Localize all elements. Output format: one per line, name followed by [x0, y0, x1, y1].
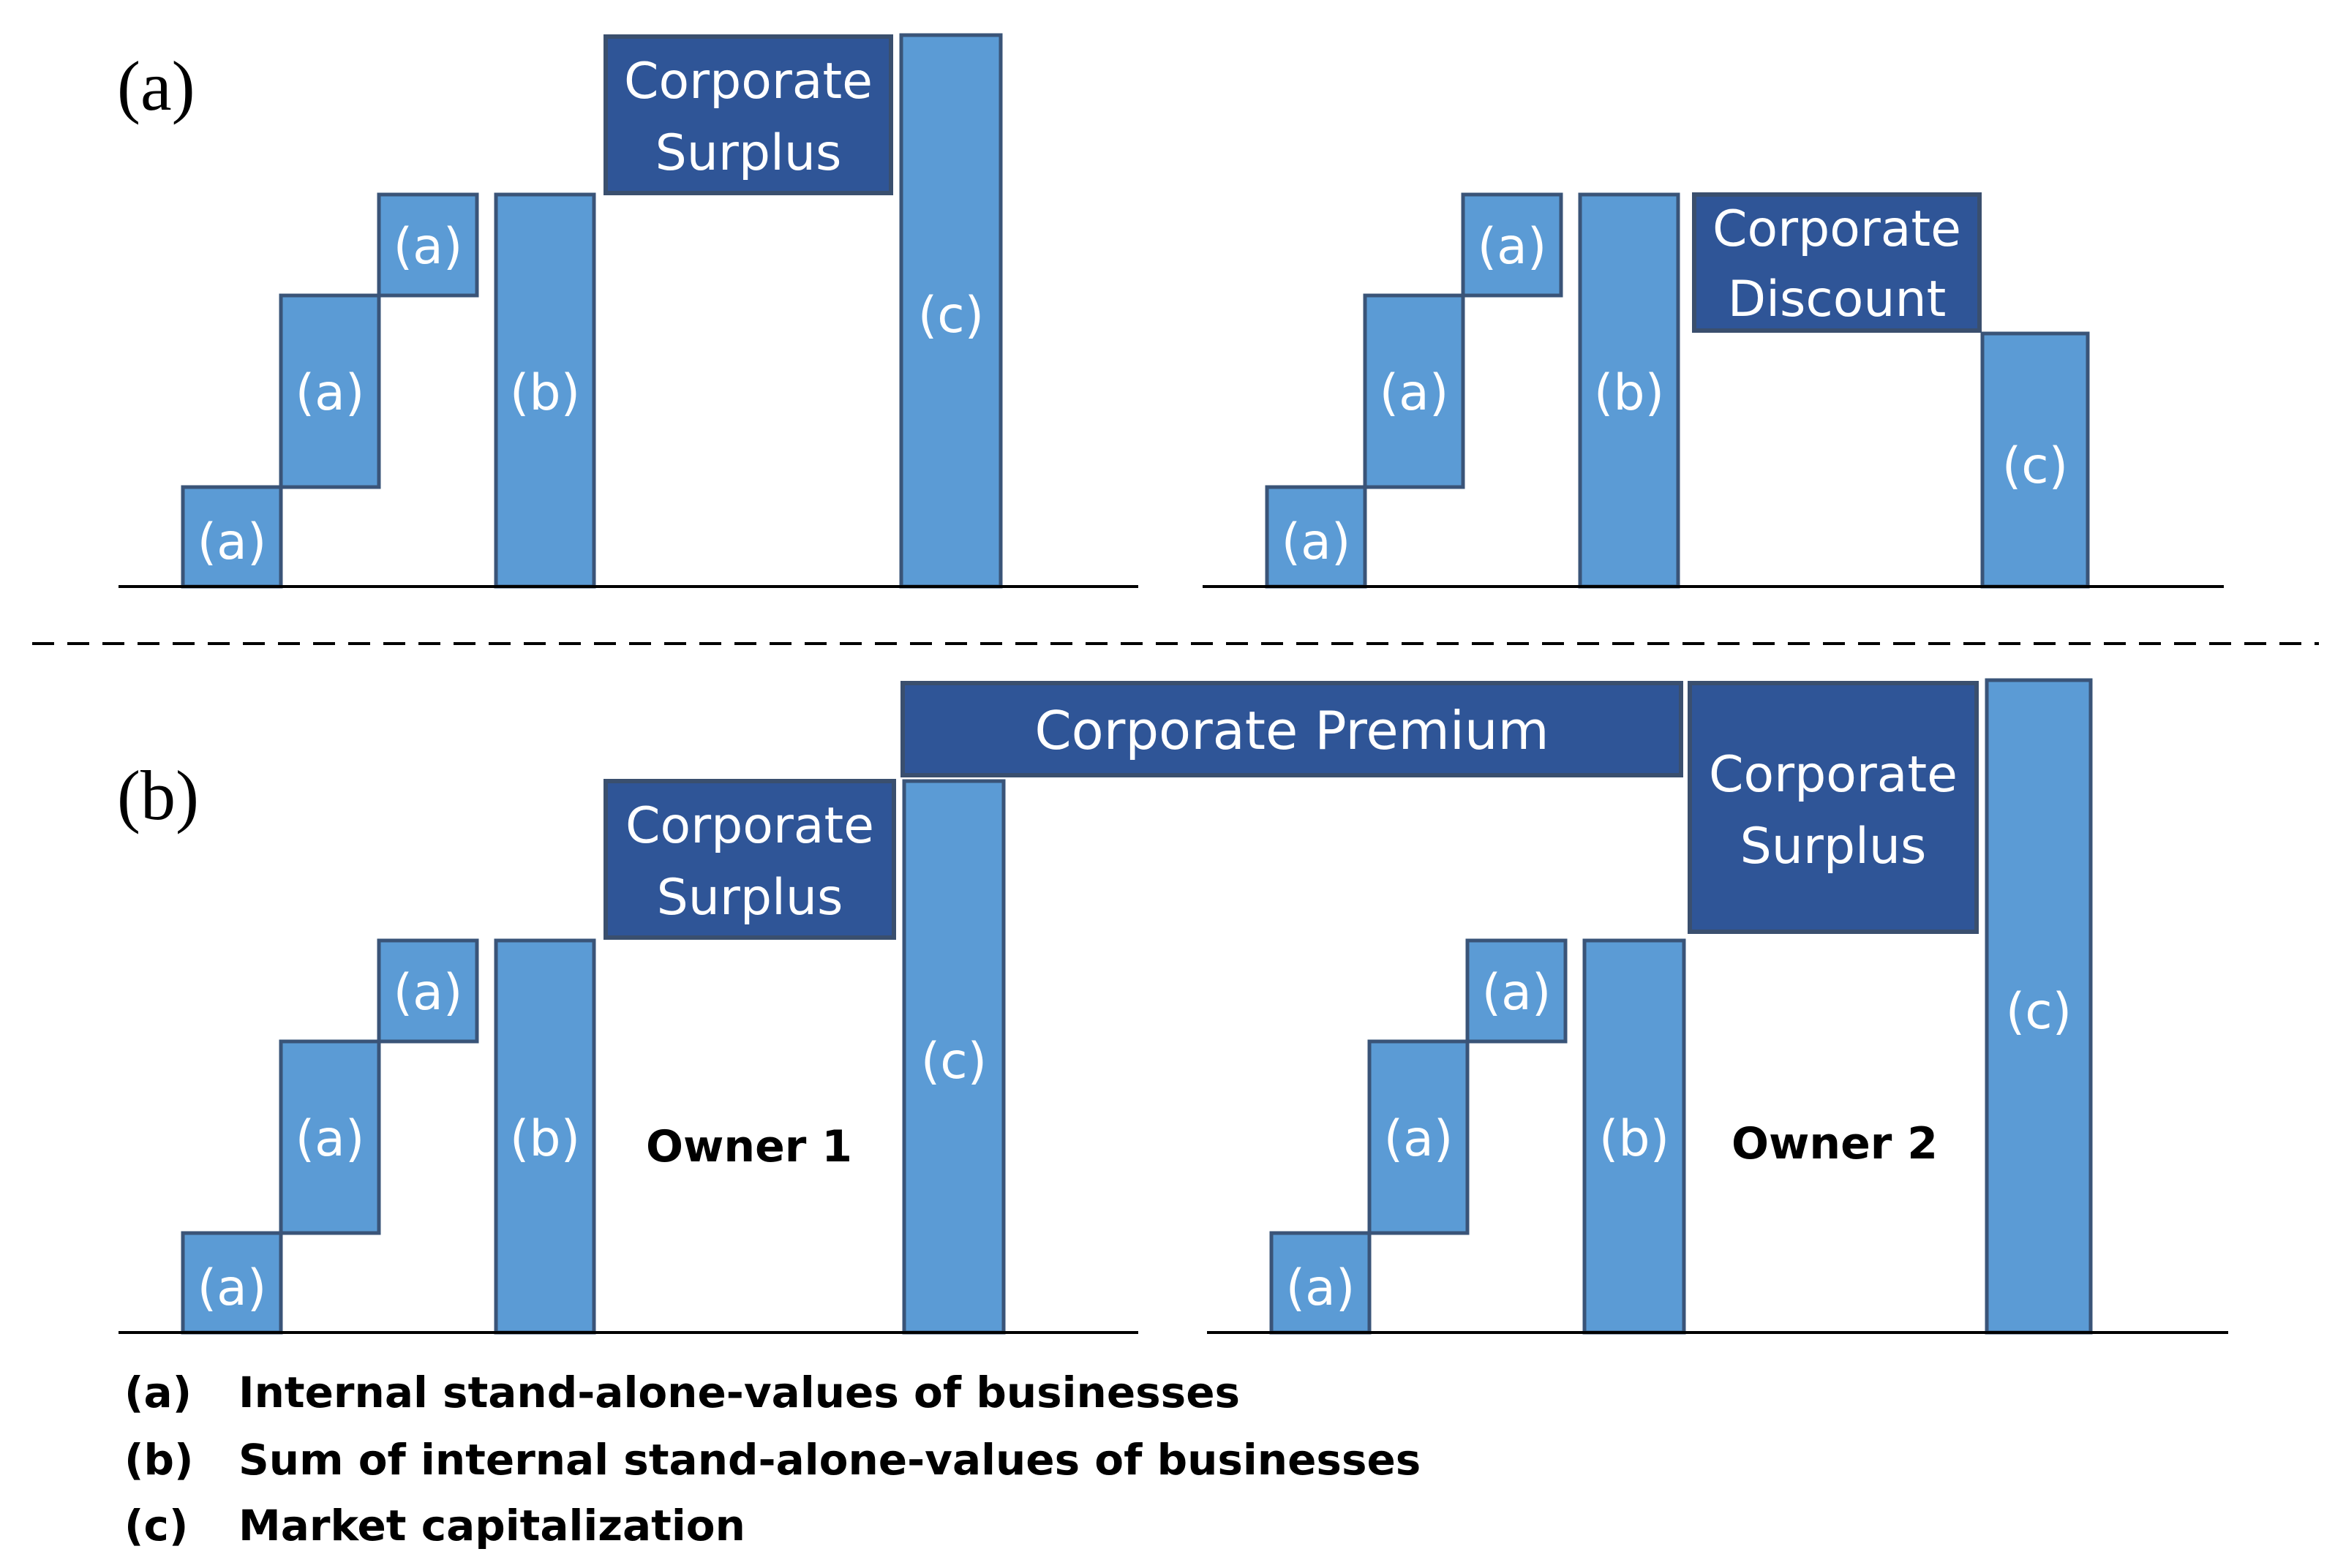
corporate-surplus-box [604, 779, 896, 940]
bar-b-label: (b) [1594, 364, 1664, 422]
box-line-1: Corporate [1712, 200, 1961, 258]
bar-a1-label: (a) [1282, 513, 1351, 571]
box-line-1: Corporate [624, 53, 873, 110]
bar-a3 [377, 938, 479, 1044]
bar-b-label: (b) [510, 1110, 580, 1168]
box-line-1: Corporate [625, 797, 874, 855]
bar-c [1985, 678, 2093, 1335]
panel-a-right-chart: (a) (a) (a) (b) Corporate Discount (c) [1203, 192, 2224, 589]
bar-a1 [181, 485, 283, 589]
legend-text-b: Sum of internal stand-alone-values of bu… [238, 1435, 1421, 1485]
bar-a2-label: (a) [296, 1110, 365, 1168]
owner-2-label: Owner 2 [1731, 1118, 1938, 1169]
legend-text-a: Internal stand-alone-values of businesse… [238, 1368, 1240, 1417]
corporate-discount-box [1692, 192, 1982, 333]
box-line-1: Corporate [1709, 746, 1958, 804]
bar-a3-label: (a) [1482, 964, 1552, 1022]
bar-a1 [1265, 485, 1367, 589]
bar-a2-label: (a) [1384, 1110, 1454, 1168]
bar-a1-label: (a) [198, 513, 267, 571]
bar-a2 [279, 1039, 381, 1235]
bar-c-label: (c) [921, 1033, 987, 1090]
bar-b-label: (b) [1599, 1110, 1669, 1168]
bar-b-label: (b) [510, 364, 580, 422]
bar-a3-label: (a) [394, 964, 463, 1022]
panel-a-left-chart: (a) (a) (a) (b) Corporate Surplus (c) [119, 33, 1138, 589]
bar-a2 [279, 293, 381, 489]
owner-1-chart: (a) (a) (a) (b) Corporate Surplus (c) Ow… [119, 779, 1138, 1335]
bar-b [1578, 192, 1680, 589]
box-line-2: Discount [1728, 271, 1947, 328]
bar-a3-label: (a) [394, 218, 463, 276]
legend-key-c: (c) [124, 1501, 188, 1550]
bar-a2 [1363, 293, 1465, 489]
bar-c [902, 779, 1006, 1335]
box-line-2: Surplus [657, 869, 843, 927]
bar-c-label: (c) [918, 287, 984, 344]
bar-a1-label: (a) [198, 1259, 267, 1317]
corporate-surplus-box [1688, 681, 1979, 934]
bar-a2-label: (a) [296, 364, 365, 422]
legend-key-b: (b) [124, 1435, 194, 1485]
bar-a3 [1461, 192, 1563, 298]
bar-b [494, 192, 596, 589]
corporate-premium-label: Corporate Premium [1034, 700, 1549, 761]
bar-c-label: (c) [2002, 437, 2068, 495]
panel-a-label: (a) [117, 47, 195, 125]
bar-c-label: (c) [2006, 983, 2072, 1041]
bar-a1 [1269, 1231, 1372, 1335]
bar-a3 [377, 192, 479, 298]
panel-b-label: (b) [117, 756, 199, 834]
legend-text-c: Market capitalization [238, 1501, 745, 1550]
bar-b [494, 938, 596, 1335]
owner-1-label: Owner 1 [646, 1121, 852, 1172]
box-line-2: Surplus [655, 124, 842, 182]
legend-key-a: (a) [124, 1368, 192, 1417]
legend: (a) Internal stand-alone-values of busin… [124, 1368, 1421, 1550]
bar-a2 [1367, 1039, 1470, 1235]
bar-a3 [1465, 938, 1568, 1044]
bar-a2-label: (a) [1380, 364, 1449, 422]
corporate-surplus-box [604, 34, 893, 195]
corporate-premium-box [900, 681, 1683, 777]
bar-a3-label: (a) [1478, 218, 1547, 276]
bar-c [899, 33, 1003, 589]
bar-a1-label: (a) [1286, 1259, 1355, 1317]
owner-2-chart: (a) (a) (a) (b) Corporate Surplus (c) Ow… [1207, 678, 2228, 1335]
bar-c [1980, 331, 2090, 589]
box-line-2: Surplus [1740, 818, 1927, 875]
